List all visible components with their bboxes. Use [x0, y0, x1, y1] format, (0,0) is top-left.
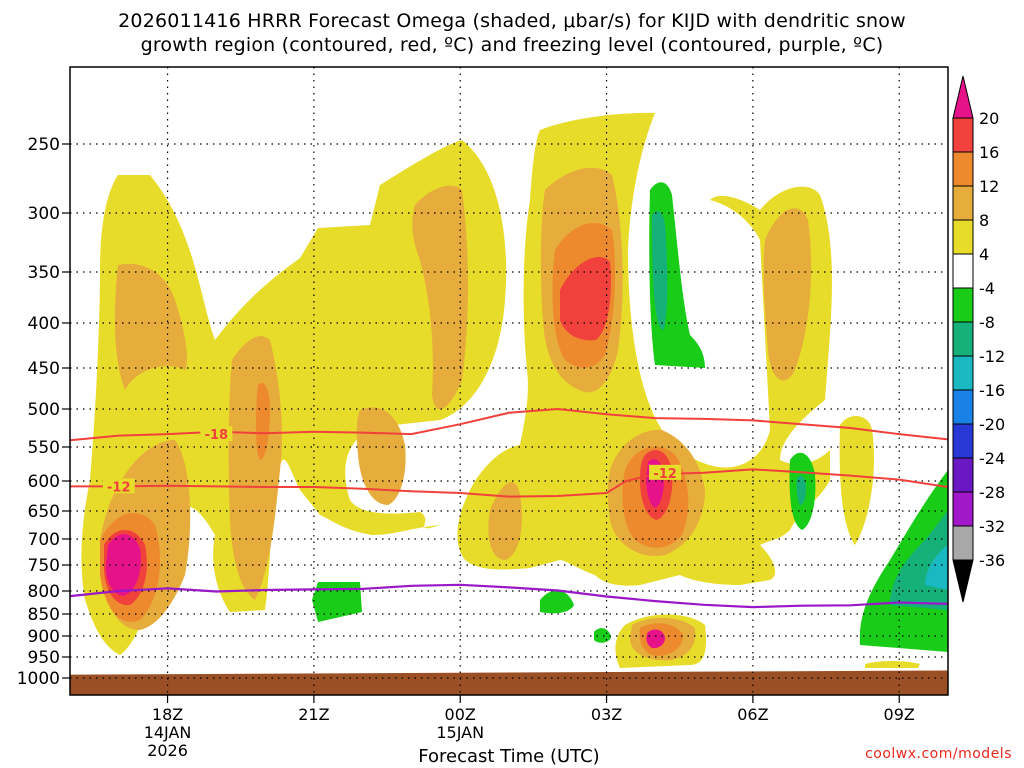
x-tick-label: 03Z	[591, 705, 622, 724]
y-tick-label: 550	[28, 438, 60, 458]
y-tick-label: 300	[28, 204, 60, 224]
omega-region	[312, 582, 362, 622]
omega-region	[652, 211, 668, 330]
credit-watermark: coolwx.com/models	[865, 746, 1012, 762]
y-tick-label: 350	[28, 263, 60, 283]
colorbar-swatch	[952, 355, 974, 391]
x-tick-date-label: 14JAN	[144, 723, 192, 742]
x-tick-label: 00Z	[445, 705, 476, 724]
y-tick-label: 650	[28, 502, 60, 522]
x-tick-label: 09Z	[884, 705, 915, 724]
colorbar-label: -4	[979, 279, 995, 298]
y-tick-label: 750	[28, 556, 60, 576]
y-tick-label: 700	[28, 530, 60, 550]
colorbar-label: -36	[979, 551, 1005, 570]
y-tick-label: 600	[28, 472, 60, 492]
colorbar-swatch	[952, 423, 974, 459]
colorbar-bottom-arrow	[952, 559, 974, 603]
omega-shading: -18 -12 -12	[70, 67, 948, 695]
colorbar-swatch	[952, 151, 974, 187]
colorbar-swatch	[952, 219, 974, 255]
x-axis-label: Forecast Time (UTC)	[418, 746, 599, 767]
plot-frame	[69, 66, 949, 696]
colorbar: 20 16 12 8 4 -4 -8 -12 -16 -20 -24 -28 -32 -36	[952, 75, 1005, 603]
omega-region	[865, 661, 920, 668]
omega-region	[560, 257, 611, 341]
contour-label: -12	[653, 467, 677, 482]
y-tick-label: 500	[28, 400, 60, 420]
colorbar-label: 8	[979, 211, 989, 230]
omega-region	[796, 475, 806, 505]
omega-region	[646, 629, 665, 649]
colorbar-label: 16	[979, 143, 999, 162]
grid-lines	[70, 67, 948, 695]
colorbar-label: -12	[979, 347, 1005, 366]
contour-label-background	[200, 426, 233, 442]
colorbar-label: -24	[979, 449, 1005, 468]
omega-region	[356, 407, 406, 505]
colorbar-label: -32	[979, 517, 1005, 536]
freezing-level-line	[70, 583, 948, 609]
colorbar-label: -8	[979, 313, 995, 332]
x-tick-year-label: 2026	[147, 741, 188, 760]
colorbar-top-arrow	[952, 75, 974, 119]
y-tick-label: 950	[28, 648, 60, 668]
colorbar-label: -28	[979, 483, 1005, 502]
y-tick-label: 400	[28, 314, 60, 334]
contour-label-background	[102, 478, 135, 494]
colorbar-swatch	[952, 117, 974, 153]
colorbar-label: 20	[979, 109, 999, 128]
y-tick-label: 850	[28, 605, 60, 625]
y-axis: 2503003504004505005506006507007508008509…	[17, 135, 70, 689]
colorbar-swatch	[952, 525, 974, 561]
omega-region	[925, 545, 948, 590]
omega-region	[412, 185, 468, 410]
colorbar-label: 4	[979, 245, 989, 264]
contour-label-background	[649, 464, 682, 480]
omega-region	[488, 482, 522, 560]
chart-title-line-1: 2026011416 HRRR Forecast Omega (shaded, …	[118, 10, 906, 32]
y-tick-label: 900	[28, 627, 60, 647]
chart-title-line-2: growth region (contoured, red, ºC) and f…	[140, 34, 884, 56]
x-tick-date-label: 15JAN	[436, 723, 484, 742]
omega-region	[81, 140, 507, 655]
omega-region	[540, 590, 574, 614]
contour-lines: -18 -12 -12	[70, 407, 948, 609]
colorbar-swatch	[952, 321, 974, 357]
y-tick-label: 1000	[17, 669, 60, 689]
contour-label: -18	[205, 428, 229, 443]
omega-fill-shapes	[81, 112, 948, 668]
omega-region	[763, 208, 812, 381]
colorbar-label: -20	[979, 415, 1005, 434]
x-tick-label: 06Z	[737, 705, 768, 724]
colorbar-swatch	[952, 253, 974, 289]
y-tick-label: 250	[28, 135, 60, 155]
omega-region	[114, 263, 187, 390]
colorbar-label: 12	[979, 177, 999, 196]
y-tick-label: 450	[28, 359, 60, 379]
colorbar-swatch	[952, 457, 974, 493]
x-tick-label: 18Z	[152, 705, 183, 724]
colorbar-swatch	[952, 389, 974, 425]
colorbar-swatch	[952, 491, 974, 527]
contour-label: -12	[107, 480, 131, 495]
colorbar-swatch	[952, 287, 974, 323]
ground-surface	[70, 670, 948, 695]
y-tick-label: 800	[28, 582, 60, 602]
colorbar-label: -16	[979, 381, 1005, 400]
dgz-contour-line	[70, 468, 948, 498]
omega-region	[228, 336, 282, 600]
omega-region	[255, 382, 270, 460]
colorbar-swatch	[952, 185, 974, 221]
x-tick-label: 21Z	[298, 705, 329, 724]
